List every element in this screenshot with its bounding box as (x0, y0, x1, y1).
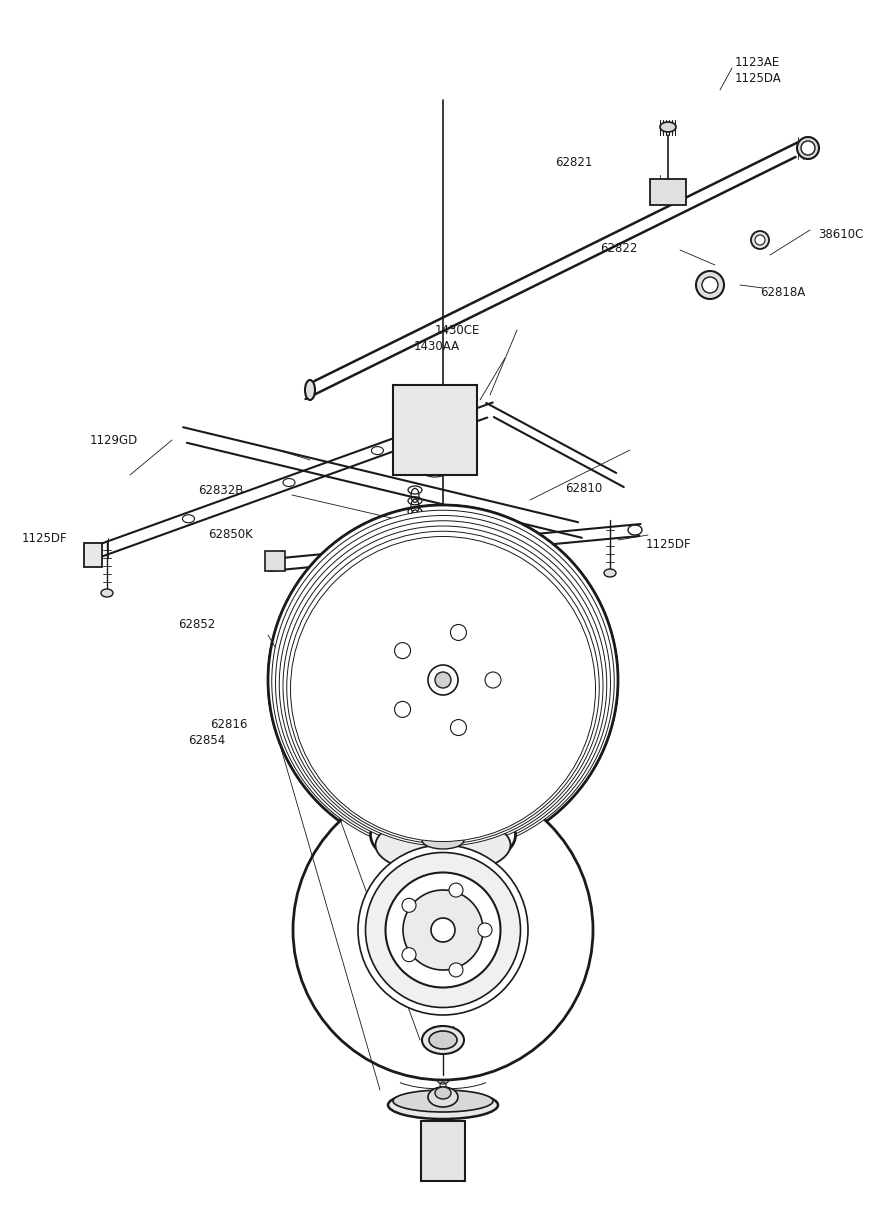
Ellipse shape (801, 140, 815, 155)
Ellipse shape (422, 831, 464, 849)
Ellipse shape (101, 589, 113, 597)
Ellipse shape (353, 590, 533, 770)
Circle shape (394, 701, 410, 717)
Ellipse shape (398, 635, 488, 725)
Ellipse shape (283, 526, 603, 846)
Ellipse shape (696, 271, 724, 299)
Bar (650, 179, 686, 205)
Ellipse shape (366, 853, 520, 1008)
Circle shape (402, 899, 416, 912)
Text: 62831B: 62831B (450, 584, 495, 597)
Ellipse shape (393, 1090, 493, 1112)
Text: 1430CE: 1430CE (435, 323, 480, 337)
Ellipse shape (385, 872, 501, 987)
Ellipse shape (388, 1091, 498, 1119)
Bar (84, 543, 102, 567)
Ellipse shape (702, 277, 718, 293)
Circle shape (431, 918, 455, 942)
Ellipse shape (305, 380, 315, 400)
Text: 1129GD: 1129GD (90, 434, 138, 447)
Text: 38610C: 38610C (818, 229, 863, 241)
Bar (265, 551, 285, 572)
Ellipse shape (428, 1087, 458, 1107)
Ellipse shape (660, 122, 676, 132)
Circle shape (450, 719, 466, 735)
Circle shape (450, 625, 466, 641)
Ellipse shape (751, 231, 769, 249)
Circle shape (449, 963, 463, 977)
Ellipse shape (376, 816, 510, 874)
Text: 1125DF: 1125DF (646, 539, 692, 551)
Ellipse shape (604, 569, 616, 576)
Text: 62822: 62822 (600, 241, 637, 254)
Text: 62832B: 62832B (198, 483, 244, 497)
Ellipse shape (755, 235, 765, 245)
Ellipse shape (276, 516, 610, 850)
Circle shape (428, 665, 458, 695)
Text: 62854: 62854 (188, 734, 225, 746)
Circle shape (394, 643, 410, 659)
Ellipse shape (422, 1026, 464, 1054)
Ellipse shape (370, 800, 516, 869)
Ellipse shape (378, 615, 508, 745)
Ellipse shape (279, 521, 607, 848)
Text: 1125DA: 1125DA (735, 71, 781, 85)
Ellipse shape (418, 823, 468, 846)
Ellipse shape (287, 532, 599, 844)
Text: 1125DF: 1125DF (22, 532, 67, 545)
Ellipse shape (272, 510, 614, 853)
Circle shape (435, 672, 451, 688)
Text: 62818A: 62818A (760, 286, 805, 298)
Ellipse shape (293, 780, 593, 1080)
Text: 62810: 62810 (565, 482, 602, 494)
Bar (421, 1121, 465, 1181)
Ellipse shape (403, 890, 483, 970)
Circle shape (478, 923, 492, 937)
Circle shape (449, 883, 463, 897)
Ellipse shape (358, 845, 528, 1015)
Bar (393, 385, 477, 475)
Ellipse shape (268, 505, 618, 855)
Ellipse shape (291, 536, 595, 842)
Text: 1430AA: 1430AA (414, 339, 460, 352)
Text: 62821: 62821 (555, 155, 593, 168)
Text: 1123AE: 1123AE (735, 56, 781, 69)
Circle shape (402, 948, 416, 962)
Ellipse shape (343, 580, 543, 780)
Text: 62816: 62816 (210, 718, 247, 731)
Text: 62852: 62852 (178, 618, 215, 631)
Circle shape (485, 672, 501, 688)
Ellipse shape (268, 505, 618, 855)
Ellipse shape (435, 1087, 451, 1100)
Ellipse shape (429, 1031, 457, 1049)
Ellipse shape (797, 137, 819, 159)
Text: 62850K: 62850K (208, 528, 253, 541)
